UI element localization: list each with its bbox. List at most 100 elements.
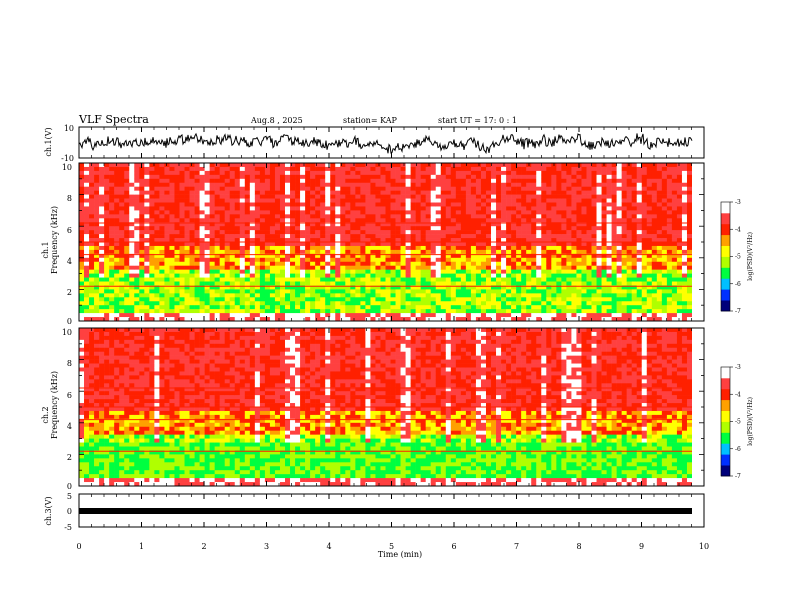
spectrogram-cell: [631, 293, 638, 298]
spectrogram-cell: [475, 313, 482, 318]
spectrogram-cell: [274, 293, 281, 298]
spectrogram-cell: [576, 242, 582, 247]
spectrogram-cell: [124, 194, 130, 199]
spectrogram-cell: [425, 238, 432, 243]
spectrogram-cell: [194, 226, 200, 231]
spectrogram-cell: [556, 309, 562, 314]
spectrogram-cell: [501, 257, 507, 263]
spectrogram-cell: [89, 202, 95, 207]
spectrogram-cell: [340, 198, 346, 203]
spectrogram-cell: [606, 166, 612, 172]
spectrogram-cell: [375, 253, 381, 259]
spectrogram-cell: [204, 245, 210, 251]
spectrogram-cell: [606, 301, 612, 306]
spectrogram-cell: [521, 281, 527, 286]
spectrogram-cell: [129, 245, 135, 251]
spectrogram-cell: [556, 214, 562, 219]
spectrogram-cell: [295, 202, 301, 207]
spectrogram-cell: [671, 317, 678, 322]
spectrogram-cell: [209, 293, 215, 298]
spectrogram-cell: [94, 174, 100, 180]
spectrogram-cell: [370, 226, 376, 231]
spectrogram-cell: [596, 163, 602, 168]
spectrogram-cell: [219, 297, 226, 302]
spectrogram-cell: [571, 174, 577, 180]
spectrogram-cell: [611, 242, 617, 247]
spectrogram-cell: [335, 313, 341, 318]
spectrogram-cell: [194, 230, 200, 235]
spectrogram-cell: [661, 293, 668, 298]
spectrogram-cell: [104, 194, 110, 199]
spectrogram-cell: [315, 305, 321, 310]
spectrogram-cell: [229, 210, 236, 215]
spectrogram-cell: [139, 170, 145, 176]
spectrogram-cell: [496, 277, 502, 282]
spectrogram-cell: [440, 273, 447, 278]
spectrogram-cell: [641, 277, 648, 282]
spectrogram-cell: [315, 182, 321, 187]
spectrogram-cell: [646, 305, 653, 310]
spectrogram-cell: [470, 301, 477, 306]
spectrogram-cell: [591, 265, 597, 270]
spectrogram-cell: [249, 269, 256, 274]
spectrogram-cell: [264, 289, 271, 294]
spectrogram-cell: [465, 301, 472, 306]
spectrogram-cell: [285, 249, 291, 255]
spectrogram-cell: [159, 257, 165, 263]
spectrogram-cell: [596, 273, 602, 278]
spectrogram-cell: [79, 214, 85, 219]
spectrogram-cell: [179, 186, 185, 191]
spectrogram-cell: [330, 163, 336, 168]
spectrogram-cell: [485, 178, 492, 184]
spectrogram-cell: [79, 305, 85, 310]
spectrogram-cell: [154, 269, 160, 274]
spectrogram-cell: [164, 309, 170, 314]
spectrogram-cell: [109, 317, 115, 322]
spectrogram-cell: [405, 170, 411, 176]
spectrogram-cell: [134, 285, 140, 290]
spectrogram-cell: [129, 230, 135, 235]
spectrogram-cell: [330, 226, 336, 231]
spectrogram-cell: [174, 218, 180, 223]
spectrogram-cell: [601, 174, 607, 180]
spectrogram-cell: [114, 194, 120, 199]
spectrogram-cell: [214, 317, 220, 322]
spectrogram-cell: [400, 289, 406, 294]
spectrogram-cell: [420, 222, 426, 227]
spectrogram-cell: [586, 242, 592, 247]
spectrogram-cell: [440, 253, 447, 259]
spectrogram-cell: [661, 317, 668, 322]
spectrogram-cell: [450, 226, 457, 231]
spectrogram-cell: [159, 202, 165, 207]
spectrogram-cell: [475, 297, 482, 302]
spectrogram-cell: [214, 206, 220, 211]
spectrogram-cell: [184, 194, 190, 199]
spectrogram-cell: [114, 202, 120, 207]
spectrogram-cell: [636, 313, 643, 318]
spectrogram-cell: [234, 317, 241, 322]
spectrogram-cell: [626, 198, 632, 203]
spectrogram-cell: [350, 194, 356, 199]
spectrogram-cell: [606, 190, 612, 195]
spectrogram-cell: [551, 245, 557, 251]
spectrogram-cell: [335, 163, 341, 168]
spectrogram-cell: [290, 206, 296, 211]
spectrogram-cell: [651, 261, 658, 266]
spectrogram-cell: [571, 313, 577, 318]
spectrogram-cell: [435, 309, 442, 314]
spectrogram-cell: [566, 182, 572, 187]
spectrogram-cell: [119, 297, 125, 302]
spectrogram-cell: [189, 245, 195, 251]
spectrogram-cell: [681, 190, 688, 195]
ch1-ytick-4: 4: [67, 257, 72, 266]
spectrogram-cell: [531, 293, 537, 298]
spectrogram-cell: [551, 234, 557, 239]
spectrogram-cell: [686, 186, 693, 191]
spectrogram-cell: [666, 305, 673, 310]
spectrogram-cell: [279, 273, 286, 278]
spectrogram-cell: [380, 178, 386, 184]
spectrogram-cell: [631, 238, 638, 243]
spectrogram-cell: [84, 383, 90, 388]
spectrogram-cell: [340, 166, 346, 172]
spectrogram-cell: [551, 190, 557, 195]
